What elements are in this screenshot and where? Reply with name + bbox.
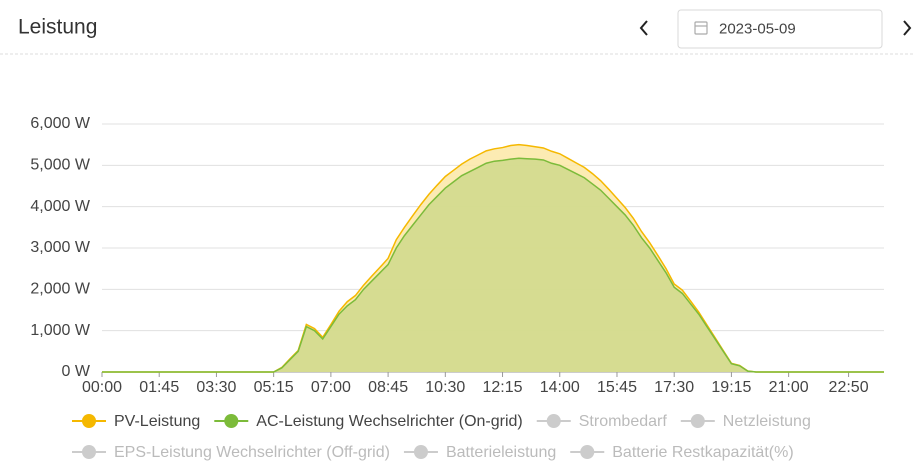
legend-marker xyxy=(224,414,239,428)
y-tick-label: 0 W xyxy=(62,363,91,380)
series-line xyxy=(102,157,884,373)
legend-label: AC-Leistung Wechselrichter (On-grid) xyxy=(256,413,522,430)
legend-item[interactable]: Strombedarf xyxy=(536,413,668,430)
y-tick-label: 2,000 W xyxy=(30,281,90,298)
legend-item[interactable]: Netzleistung xyxy=(680,413,811,430)
x-tick-label: 14:00 xyxy=(540,379,580,396)
legend-label: Strombedarf xyxy=(579,413,668,430)
series-line xyxy=(102,143,884,373)
x-tick-label: 00:00 xyxy=(82,379,122,396)
legend-marker xyxy=(690,414,705,428)
legend-item[interactable]: AC-Leistung Wechselrichter (On-grid) xyxy=(214,413,523,430)
next-day-button[interactable] xyxy=(903,20,912,36)
x-tick-label: 21:00 xyxy=(769,379,809,396)
prev-day-button[interactable] xyxy=(639,20,648,36)
legend-item[interactable]: EPS-Leistung Wechselrichter (Off-grid) xyxy=(72,444,390,461)
legend-marker xyxy=(546,414,561,428)
y-tick-label: 5,000 W xyxy=(30,157,90,174)
legend-marker xyxy=(82,445,96,459)
legend-item[interactable]: Batterieleistung xyxy=(403,444,556,461)
y-tick-label: 1,000 W xyxy=(30,322,90,339)
x-tick-label: 15:45 xyxy=(597,379,637,396)
legend-label: Netzleistung xyxy=(723,413,811,430)
x-tick-label: 07:00 xyxy=(311,379,351,396)
legend-marker xyxy=(82,414,96,428)
x-tick-label: 17:30 xyxy=(654,379,694,396)
panel-title: Leistung xyxy=(18,16,97,39)
legend-item[interactable]: Batterie Restkapazität(%) xyxy=(570,444,794,461)
x-tick-label: 03:30 xyxy=(196,379,236,396)
x-tick-label: 19:15 xyxy=(711,379,751,396)
date-value: 2023-05-09 xyxy=(719,20,796,37)
area-fill xyxy=(102,158,884,372)
legend-label: Batterie Restkapazität(%) xyxy=(612,444,793,461)
legend-label: PV-Leistung xyxy=(114,413,200,430)
x-tick-label: 12:15 xyxy=(483,379,523,396)
legend-marker xyxy=(580,445,595,459)
x-tick-label: 10:30 xyxy=(425,379,465,396)
x-tick-label: 08:45 xyxy=(368,379,408,396)
legend-label: Batterieleistung xyxy=(446,444,556,461)
y-tick-label: 6,000 W xyxy=(30,115,90,132)
legend-marker xyxy=(413,445,428,459)
x-tick-label: 22:50 xyxy=(829,379,869,396)
x-tick-label: 01:45 xyxy=(139,379,179,396)
y-tick-label: 3,000 W xyxy=(30,239,90,256)
y-tick-label: 4,000 W xyxy=(30,198,90,215)
legend-item[interactable]: PV-Leistung xyxy=(72,413,200,430)
date-picker[interactable] xyxy=(677,9,883,49)
calendar-icon xyxy=(694,21,708,35)
legend-label: EPS-Leistung Wechselrichter (Off-grid) xyxy=(114,444,390,461)
x-tick-label: 05:15 xyxy=(254,379,294,396)
